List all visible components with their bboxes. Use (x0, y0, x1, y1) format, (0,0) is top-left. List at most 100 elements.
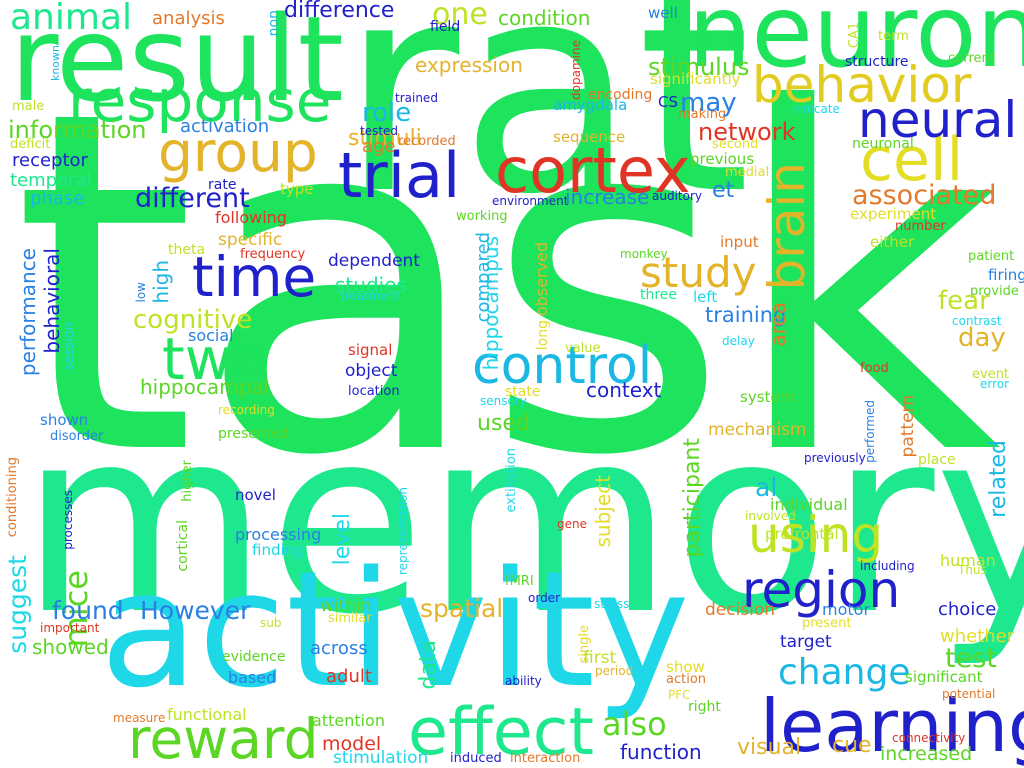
word-et: et (712, 178, 735, 203)
word-network: network (698, 118, 796, 146)
word-signal: signal (348, 341, 393, 359)
word-significantly: significantly (650, 70, 741, 88)
word-gene: gene (557, 517, 587, 531)
word-making: making (678, 107, 727, 122)
word-significant: significant (905, 668, 983, 686)
word-functional: functional (167, 705, 247, 724)
word-either: either (870, 233, 915, 251)
word-performance: performance (16, 248, 40, 377)
word-recorded: recorded (398, 134, 456, 149)
word-monkey: monkey (620, 247, 668, 261)
word-trial: trial (338, 139, 461, 212)
word-whether: whether (940, 626, 1015, 647)
word-value: value (565, 341, 601, 356)
word-object: object (345, 361, 398, 381)
word-system: system (740, 388, 795, 406)
word-environment: environment (492, 194, 569, 208)
word-using: using (748, 506, 884, 564)
word-long: long (535, 320, 551, 351)
word-sensory: sensory (480, 394, 527, 408)
word-non: non (266, 10, 282, 37)
word-day: day (958, 323, 1006, 353)
word-choice: choice (938, 599, 997, 620)
word-auditory: auditory (652, 189, 702, 203)
word-spatial: spatial (420, 594, 504, 623)
word-neuronal: neuronal (852, 136, 914, 152)
word-performed: performed (863, 400, 877, 463)
word-activity: activity (100, 536, 690, 723)
word-response: response (68, 67, 332, 135)
word-level: level (330, 513, 355, 566)
word-error: error (980, 377, 1010, 391)
word-result: result (10, 0, 344, 128)
word-However: However (140, 596, 251, 625)
word-studies: studies (335, 273, 407, 297)
word-al: al (755, 473, 778, 502)
word-fear: fear (938, 286, 990, 316)
word-medial: medial (725, 165, 770, 180)
word-different: different (135, 183, 250, 214)
word-related: related (986, 440, 1011, 518)
word-session: session (62, 322, 77, 371)
word-CA1: CA1 (847, 22, 862, 49)
word-indicate: indicate (792, 102, 840, 116)
word-frequency: frequency (240, 247, 306, 262)
word-mechanism: mechanism (708, 420, 807, 440)
word-attention: attention (312, 711, 385, 730)
word-region: region (742, 561, 901, 619)
word-location: location (348, 384, 400, 399)
word-interaction: interaction (510, 751, 581, 766)
word-period: period (595, 664, 634, 678)
word-compared: compared (473, 232, 494, 323)
word-within: within (320, 596, 372, 616)
word-social: social (188, 326, 234, 345)
word-time: time (192, 245, 317, 309)
word-dopamine: dopamine (569, 40, 583, 100)
word-order: order (528, 591, 560, 605)
word-condition: condition (498, 6, 591, 30)
word-phase: phase (30, 188, 85, 209)
word-rate: rate (208, 177, 237, 193)
word-animal: animal (10, 0, 133, 38)
word-may: may (680, 88, 737, 118)
word-including: including (860, 559, 915, 573)
word-function: function (620, 740, 702, 764)
word-adult: adult (326, 666, 372, 687)
word-finding: finding (252, 541, 304, 559)
word-Thus: Thus (958, 563, 987, 577)
word-current: current (948, 51, 995, 66)
word-temporal: temporal (10, 170, 92, 191)
word-showed: showed (32, 635, 109, 659)
word-prefrontal: prefrontal (765, 525, 839, 543)
word-found: found (52, 596, 124, 625)
word-task: task (12, 11, 1002, 558)
word-hippocampal: hippocampal (140, 375, 270, 399)
word-present: present (802, 616, 852, 631)
word-data: data (416, 640, 441, 690)
word-induced: induced (450, 751, 502, 766)
word-type: type (280, 180, 314, 198)
word-male: male (12, 99, 45, 114)
word-control: control (472, 336, 653, 396)
word-effect: effect (408, 695, 594, 768)
word-show: show (666, 658, 705, 676)
word-analysis: analysis (152, 8, 225, 29)
word-treatment: treatment (340, 289, 401, 303)
word-motor: motor (822, 600, 871, 619)
word-left: left (693, 288, 718, 306)
word-extinction: extinction (504, 448, 519, 513)
word-shown: shown (40, 411, 89, 429)
word-experiment: experiment (850, 205, 937, 223)
word-neural: neural (858, 91, 1018, 149)
word-involved: involved (745, 509, 796, 523)
word-two: two (162, 325, 268, 393)
word-patient: patient (968, 249, 1015, 264)
word-low: low (134, 282, 148, 303)
word-term: term (878, 29, 909, 44)
word-novel: novel (235, 486, 276, 504)
word-second: second (712, 137, 759, 152)
word-subject: subject (591, 475, 615, 548)
word-evidence: evidence (222, 649, 286, 665)
word-behavior: behavior (752, 56, 972, 114)
